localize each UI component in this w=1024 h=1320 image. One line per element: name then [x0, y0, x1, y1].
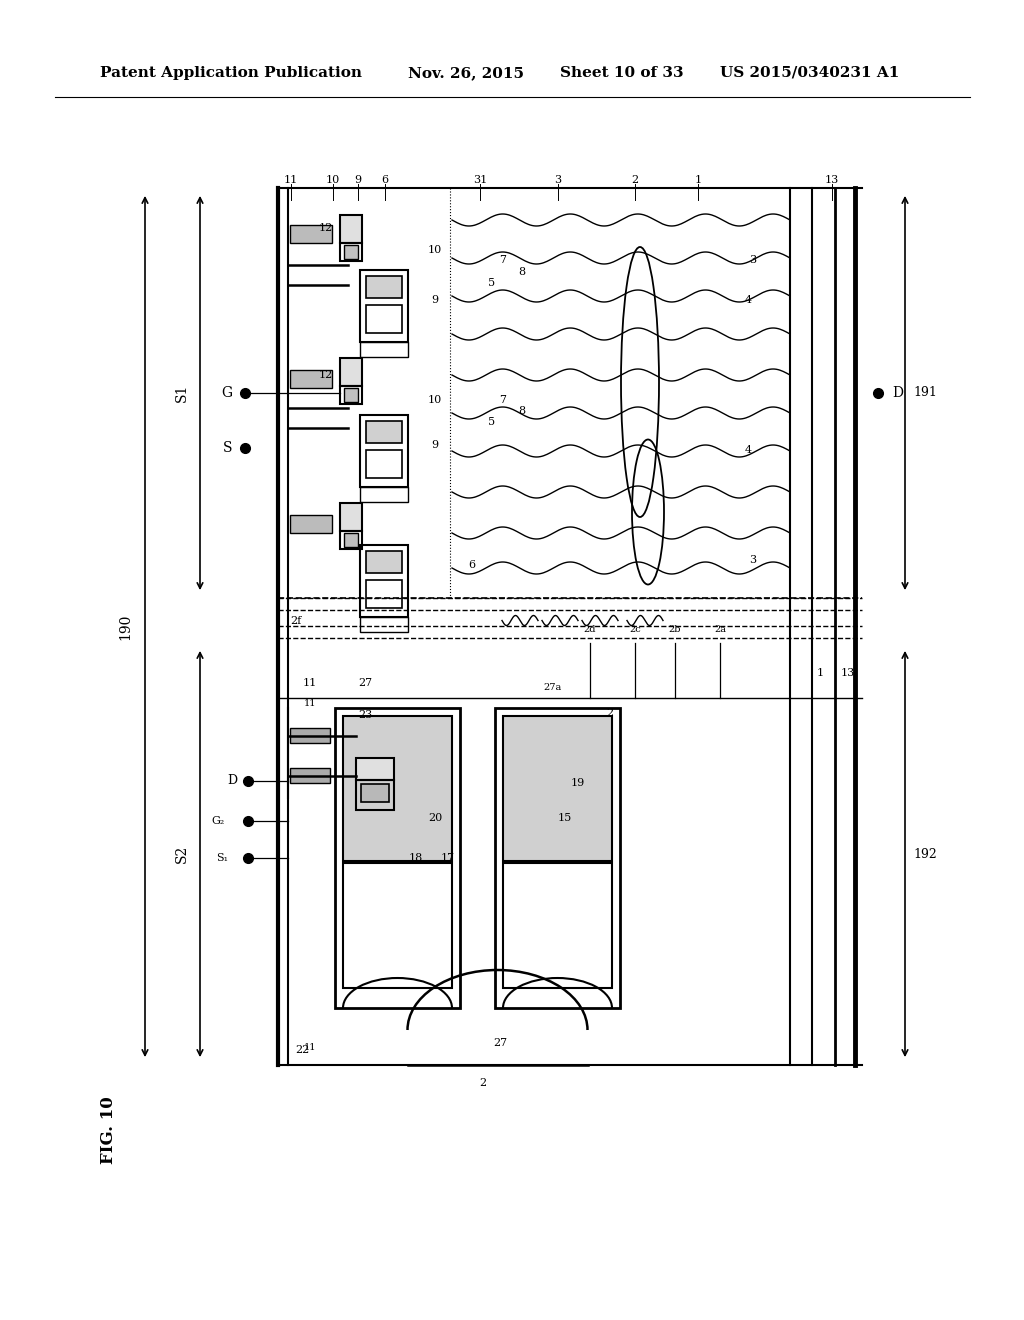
- Bar: [360, 414, 408, 487]
- Bar: [360, 616, 408, 632]
- Text: 31: 31: [473, 176, 487, 185]
- Text: 10: 10: [326, 176, 340, 185]
- Bar: [290, 224, 332, 243]
- Text: 3: 3: [750, 554, 757, 565]
- Bar: [344, 388, 358, 403]
- Text: S₁: S₁: [216, 853, 228, 863]
- Text: 8: 8: [518, 407, 525, 416]
- Bar: [335, 708, 460, 1008]
- Text: 6: 6: [468, 560, 475, 570]
- Text: S2: S2: [175, 845, 189, 863]
- Bar: [366, 305, 402, 333]
- Bar: [340, 503, 362, 531]
- Text: 5: 5: [488, 417, 496, 426]
- Bar: [290, 370, 332, 388]
- Bar: [340, 243, 362, 261]
- Text: 2a: 2a: [714, 626, 726, 635]
- Text: 2d: 2d: [584, 626, 596, 635]
- Text: 17: 17: [441, 853, 455, 863]
- Bar: [366, 550, 402, 573]
- Text: 2: 2: [606, 708, 613, 718]
- Text: 22: 22: [295, 1045, 309, 1055]
- Text: 12: 12: [318, 370, 333, 380]
- Bar: [366, 579, 402, 609]
- Bar: [360, 545, 408, 616]
- Bar: [356, 780, 394, 810]
- Text: Sheet 10 of 33: Sheet 10 of 33: [560, 66, 684, 81]
- Text: US 2015/0340231 A1: US 2015/0340231 A1: [720, 66, 899, 81]
- Text: G: G: [221, 385, 232, 400]
- Text: 19: 19: [570, 777, 585, 788]
- Bar: [503, 715, 612, 861]
- Bar: [503, 863, 612, 987]
- Text: Patent Application Publication: Patent Application Publication: [100, 66, 362, 81]
- Bar: [340, 358, 362, 385]
- Bar: [344, 246, 358, 259]
- Text: 9: 9: [431, 440, 438, 450]
- Bar: [360, 271, 408, 342]
- Text: G₂: G₂: [212, 816, 225, 826]
- Bar: [344, 533, 358, 546]
- Text: 11: 11: [303, 678, 317, 688]
- Text: 7: 7: [500, 255, 507, 265]
- Text: 4: 4: [744, 445, 752, 455]
- Bar: [290, 768, 330, 783]
- Text: 2: 2: [479, 1078, 486, 1088]
- Text: 11: 11: [304, 1043, 316, 1052]
- Text: 18: 18: [409, 853, 423, 863]
- Text: 6: 6: [381, 176, 388, 185]
- Text: 190: 190: [118, 614, 132, 640]
- Text: 2: 2: [632, 176, 639, 185]
- Bar: [495, 708, 620, 1008]
- Text: S: S: [222, 441, 232, 455]
- Text: 2b: 2b: [669, 626, 681, 635]
- Text: 15: 15: [558, 813, 572, 822]
- Text: 3: 3: [750, 255, 757, 265]
- Bar: [366, 450, 402, 478]
- Bar: [360, 342, 408, 356]
- Text: 11: 11: [304, 698, 316, 708]
- Text: D: D: [892, 385, 903, 400]
- Text: 1: 1: [816, 668, 823, 678]
- Text: 11: 11: [284, 176, 298, 185]
- Text: 23: 23: [357, 710, 372, 719]
- Text: 3: 3: [554, 176, 561, 185]
- Text: D: D: [227, 775, 237, 788]
- Text: 191: 191: [913, 387, 937, 400]
- Text: 9: 9: [431, 294, 438, 305]
- Bar: [340, 385, 362, 404]
- Text: S1: S1: [175, 384, 189, 403]
- Bar: [290, 515, 332, 533]
- Text: 8: 8: [518, 267, 525, 277]
- Bar: [340, 531, 362, 549]
- Text: 7: 7: [500, 395, 507, 405]
- Text: 27a: 27a: [544, 684, 562, 693]
- Text: FIG. 10: FIG. 10: [100, 1096, 117, 1164]
- Text: 4: 4: [744, 294, 752, 305]
- Bar: [366, 421, 402, 444]
- Text: 20: 20: [428, 813, 442, 822]
- Text: 2c: 2c: [629, 626, 641, 635]
- Text: 5: 5: [488, 279, 496, 288]
- Text: 27: 27: [493, 1038, 507, 1048]
- Text: 27: 27: [358, 678, 372, 688]
- Bar: [360, 487, 408, 502]
- Text: 12: 12: [318, 223, 333, 234]
- Bar: [340, 215, 362, 243]
- Text: Nov. 26, 2015: Nov. 26, 2015: [408, 66, 524, 81]
- Bar: [356, 758, 394, 780]
- Bar: [343, 715, 452, 861]
- Text: 10: 10: [428, 395, 442, 405]
- Text: 13: 13: [841, 668, 855, 678]
- Text: 2f: 2f: [291, 615, 302, 626]
- Text: 192: 192: [913, 847, 937, 861]
- Text: 10: 10: [428, 246, 442, 255]
- Text: 9: 9: [354, 176, 361, 185]
- Bar: [343, 863, 452, 987]
- Bar: [366, 276, 402, 298]
- Text: 1: 1: [694, 176, 701, 185]
- Bar: [361, 784, 389, 803]
- Bar: [290, 729, 330, 743]
- Text: 13: 13: [825, 176, 839, 185]
